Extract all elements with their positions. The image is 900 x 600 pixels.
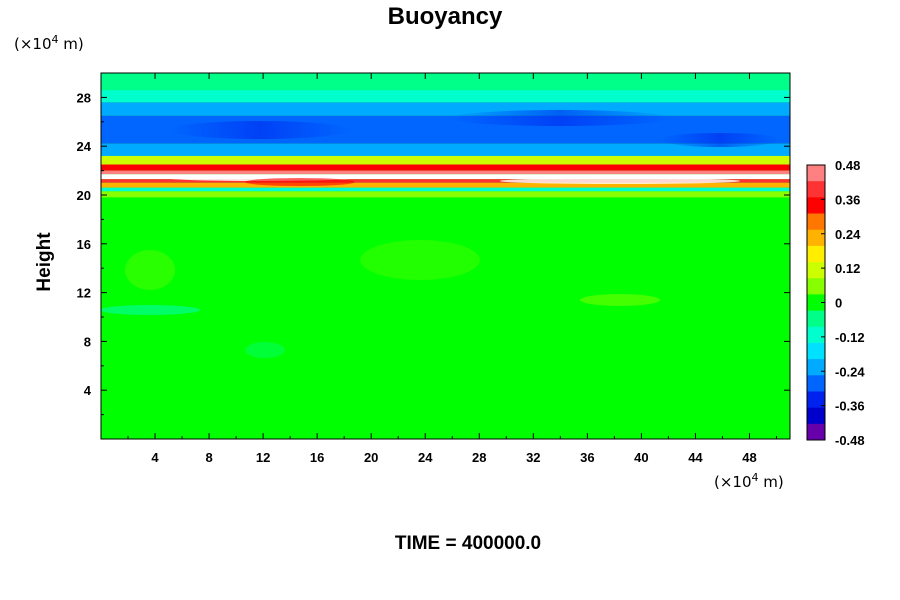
buoyancy-band [101, 170, 790, 175]
y-axis-unit: (×104 m) [14, 33, 84, 53]
colorbar-label: -0.36 [835, 399, 865, 414]
colorbar-label: -0.24 [835, 364, 865, 379]
y-tick-label: 16 [77, 237, 91, 252]
plot-border [100, 72, 791, 440]
colorbar-segment [807, 165, 825, 182]
eddy-patch [450, 110, 670, 126]
warm-patch [360, 240, 480, 280]
colorbar-segment [807, 278, 825, 295]
x-tick-label: 16 [310, 450, 324, 465]
buoyancy-band [101, 174, 790, 180]
cool-patch [100, 305, 200, 315]
colorbar-segment [807, 294, 825, 311]
y-tick-label: 12 [77, 286, 91, 301]
plot-area [100, 72, 791, 440]
y-tick-label: 20 [77, 188, 91, 203]
buoyancy-bands [101, 73, 790, 439]
colorbar-segment [807, 375, 825, 392]
colorbar: 0.48 0.36 0.24 0.12 0 -0.12 -0.24 -0.36 -0.48 [806, 158, 865, 448]
colorbar-segment [807, 262, 825, 279]
colorbar-label: 0.12 [835, 261, 860, 276]
x-tick-label: 4 [151, 450, 159, 465]
x-tick-label: 8 [205, 450, 212, 465]
colorbar-segment [807, 181, 825, 198]
buoyancy-band [101, 155, 790, 165]
buoyancy-band [101, 187, 790, 192]
buoyancy-band [101, 182, 790, 188]
chart-title: Buoyancy [388, 3, 503, 30]
buoyancy-band [101, 191, 790, 198]
eddy-patch [660, 133, 780, 147]
x-tick-label: 44 [688, 450, 703, 465]
buoyancy-band [101, 73, 790, 91]
y-tick-label: 8 [84, 334, 91, 349]
colorbar-segment [807, 229, 825, 247]
x-tick-label: 36 [580, 450, 594, 465]
white-core-patch [500, 178, 740, 184]
colorbar-label: -0.48 [835, 433, 865, 448]
eddy-patch [170, 121, 350, 139]
texture-overlay [100, 110, 780, 358]
x-axis-ticks: 4 8 12 16 20 24 28 32 36 40 44 48 [127, 73, 777, 465]
colorbar-segment [807, 391, 825, 409]
y-tick-label: 4 [84, 383, 92, 398]
buoyancy-band [101, 179, 790, 183]
buoyancy-band [101, 102, 790, 116]
colorbar-label: 0 [835, 296, 842, 311]
buoyancy-band [101, 90, 790, 103]
colorbar-segment [807, 213, 825, 231]
colorbar-segment [807, 197, 825, 214]
y-tick-label: 24 [77, 139, 92, 154]
x-axis-unit: (×104 m) [714, 471, 784, 491]
x-tick-label: 24 [418, 450, 433, 465]
colorbar-label: 0.48 [835, 158, 860, 173]
buoyancy-band [101, 143, 790, 156]
buoyancy-band [101, 197, 790, 439]
colorbar-segment [807, 310, 825, 328]
y-tick-label: 28 [77, 90, 91, 105]
x-tick-label: 32 [526, 450, 540, 465]
colorbar-label: -0.12 [835, 330, 865, 345]
x-tick-label: 12 [256, 450, 270, 465]
colorbar-segment [807, 423, 825, 441]
x-tick-label: 20 [364, 450, 378, 465]
y-axis-label: Height [34, 232, 55, 292]
x-tick-label: 40 [634, 450, 648, 465]
warm-patch [245, 178, 355, 186]
warm-patch [125, 250, 175, 290]
colorbar-segment [807, 342, 825, 360]
buoyancy-band [101, 164, 790, 171]
colorbar-segment [807, 407, 825, 425]
cool-patch [245, 342, 285, 358]
x-tick-label: 48 [742, 450, 756, 465]
warm-patch [580, 294, 660, 306]
colorbar-label: 0.36 [835, 192, 860, 207]
colorbar-segment [807, 245, 825, 263]
x-tick-label: 28 [472, 450, 486, 465]
y-axis-ticks: 4 8 12 16 20 24 28 [77, 72, 790, 416]
colorbar-label: 0.24 [835, 227, 861, 242]
time-label: TIME = 400000.0 [395, 533, 541, 554]
colorbar-segment [807, 359, 825, 376]
colorbar-segment [807, 326, 825, 344]
